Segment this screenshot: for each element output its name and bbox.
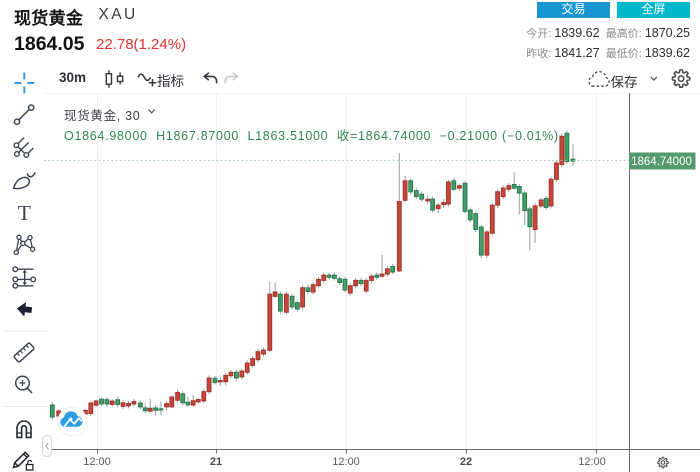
svg-text:1864.74000: 1864.74000 — [631, 156, 692, 168]
svg-text:T: T — [18, 201, 31, 225]
